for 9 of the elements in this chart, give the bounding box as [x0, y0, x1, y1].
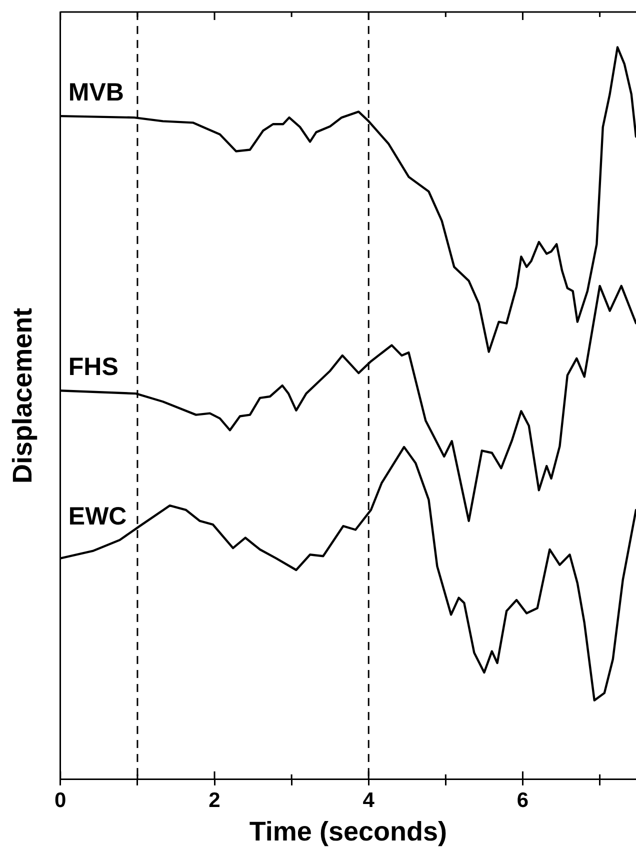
x-axis-title: Time (seconds) — [249, 816, 447, 846]
x-tick-label: 4 — [362, 788, 375, 812]
y-axis-title: Displacement — [8, 308, 38, 484]
x-tick-label: 0 — [54, 788, 66, 812]
series-label: FHS — [68, 353, 118, 382]
series-label: EWC — [68, 502, 127, 530]
x-tick-label: 2 — [208, 788, 220, 812]
series-label: MVB — [68, 78, 124, 106]
x-tick-label: 6 — [516, 788, 529, 812]
